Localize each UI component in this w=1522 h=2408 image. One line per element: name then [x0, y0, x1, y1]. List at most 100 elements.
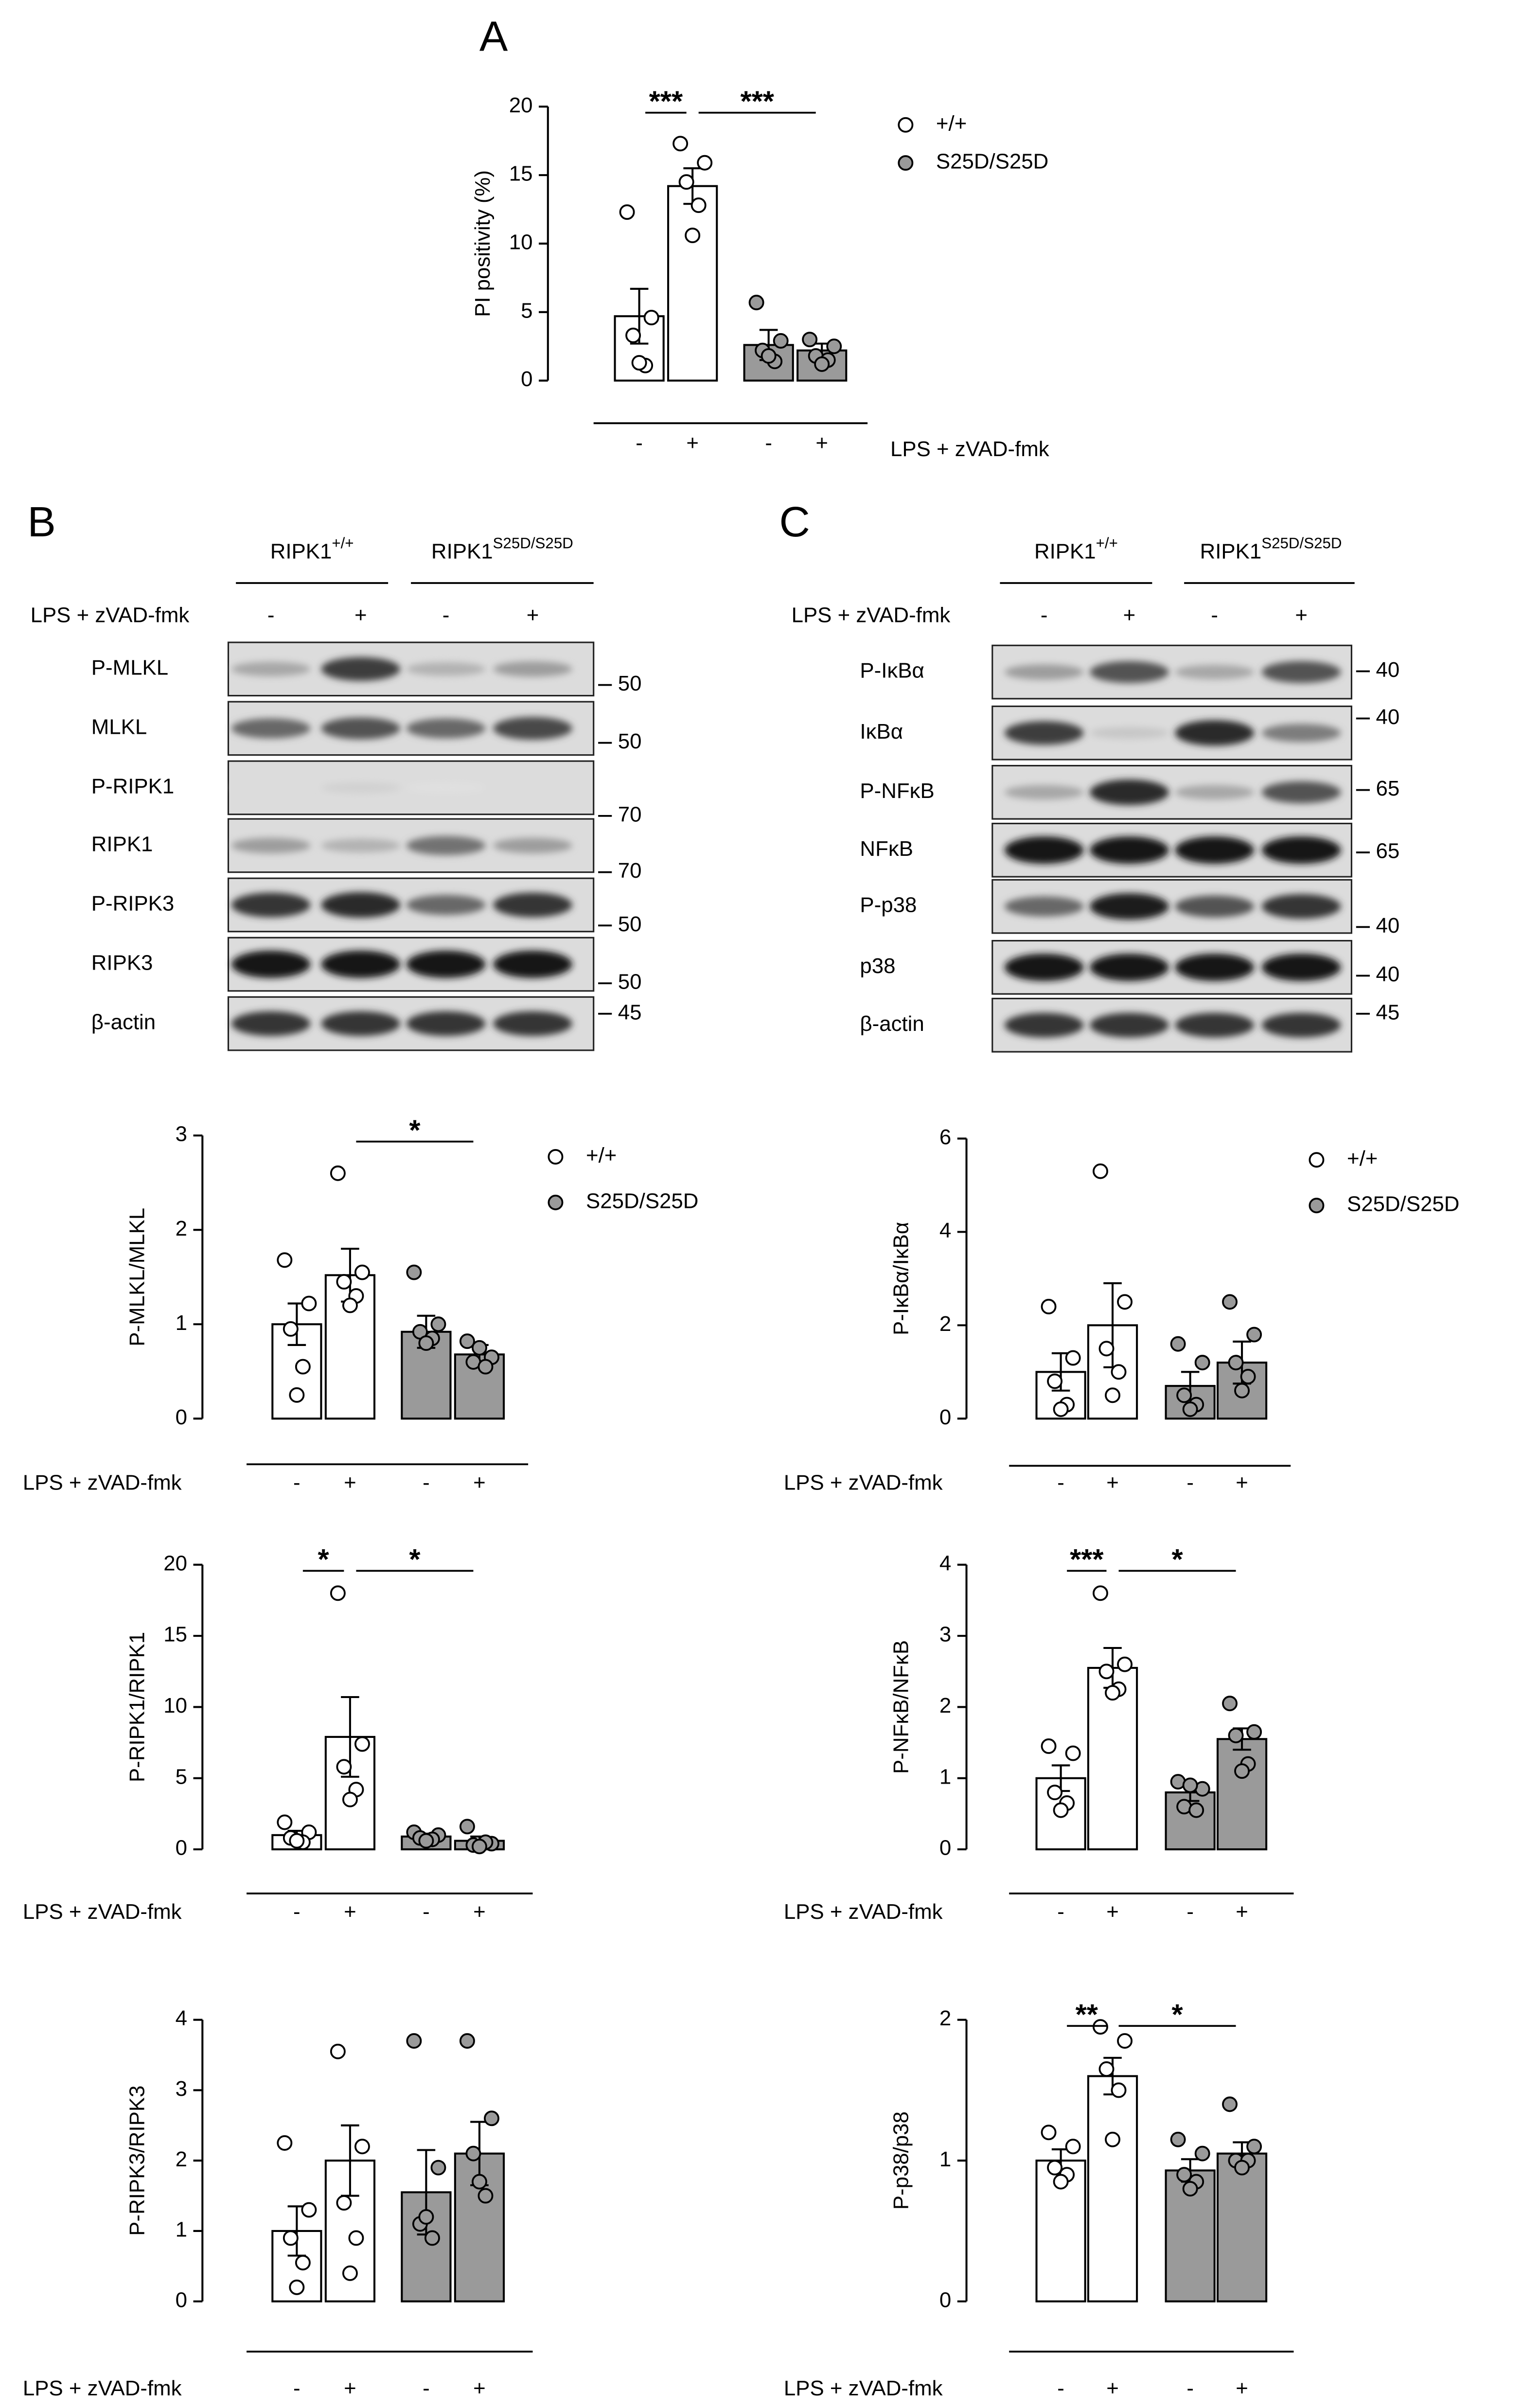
mw-marker: 40: [1376, 658, 1400, 682]
data-point: [1053, 1401, 1069, 1417]
data-point: [1093, 2019, 1108, 2035]
data-point: [471, 2174, 487, 2190]
data-point: [342, 2265, 358, 2281]
y-axis-label: P-IκBα/IκBα: [889, 1222, 913, 1335]
x-tick-label: -: [1186, 2376, 1194, 2400]
y-tick-label: 10: [163, 1694, 187, 1717]
blot-row-label: P-NFκB: [860, 779, 934, 803]
data-point: [1053, 2174, 1069, 2190]
x-tick-label: -: [423, 1900, 430, 1924]
data-point: [1098, 1664, 1115, 1680]
x-tick-label: +: [473, 1470, 486, 1494]
mw-marker: 50: [618, 912, 642, 936]
data-point: [336, 1274, 352, 1290]
blot-band: [1175, 1012, 1255, 1038]
mw-marker: 50: [618, 729, 642, 753]
data-point: [1176, 2167, 1192, 2183]
data-point: [1065, 1350, 1081, 1366]
blot-band: [231, 950, 311, 978]
data-point: [1093, 1585, 1108, 1601]
data-point: [459, 1819, 475, 1835]
data-point: [690, 197, 707, 213]
data-point: [1041, 1738, 1057, 1754]
x-tick-label: +: [473, 1900, 486, 1924]
data-point: [301, 2202, 317, 2218]
x-axis-label: LPS + zVAD-fmk: [890, 437, 1049, 461]
blot-row-label: P-IκBα: [860, 659, 924, 683]
treatment-sign: +: [527, 603, 539, 627]
x-tick-label: +: [1236, 1900, 1248, 1924]
blot-band: [1004, 1012, 1084, 1038]
blot-band: [231, 718, 311, 739]
blot-band: [321, 1011, 401, 1036]
x-tick-label: +: [1106, 2376, 1119, 2400]
data-point: [643, 310, 659, 326]
data-point: [484, 2110, 499, 2126]
data-point: [330, 1585, 346, 1601]
blot-band: [231, 1011, 311, 1036]
blot-band: [321, 782, 401, 794]
data-point: [1098, 2061, 1115, 2077]
x-tick-label: -: [1186, 1470, 1194, 1494]
data-point: [1222, 2096, 1238, 2112]
blot-row-label: p38: [860, 954, 895, 978]
legend-marker: [1309, 1198, 1325, 1214]
blot-band: [321, 838, 401, 852]
data-point: [283, 1321, 299, 1337]
blot-row-label: P-RIPK3: [91, 892, 174, 916]
treatment-sign: +: [354, 603, 367, 627]
x-axis-label: LPS + zVAD-fmk: [23, 2376, 182, 2400]
mw-marker: 45: [618, 1000, 642, 1024]
data-point: [678, 174, 694, 190]
blot-row-label: β-actin: [91, 1010, 156, 1034]
panel-letter: A: [479, 13, 508, 60]
y-tick-label: 2: [939, 2006, 951, 2030]
treatment-sign: +: [1295, 603, 1308, 627]
mw-marker: 40: [1376, 962, 1400, 986]
data-point: [1222, 1696, 1238, 1712]
data-point: [471, 1839, 487, 1855]
data-point: [354, 2139, 370, 2155]
mw-marker: 40: [1376, 914, 1400, 938]
significance-label: *: [409, 1114, 421, 1147]
y-tick-label: 20: [163, 1551, 187, 1575]
data-point: [277, 1814, 293, 1830]
blot-band: [1090, 779, 1169, 805]
x-tick-label: -: [423, 1470, 430, 1494]
y-axis-label: P-MLKL/MLKL: [125, 1208, 149, 1346]
x-tick-label: +: [344, 1470, 356, 1494]
significance-label: ***: [1070, 1543, 1104, 1576]
y-tick-label: 5: [176, 1765, 187, 1788]
legend-marker: [898, 117, 914, 133]
data-point: [406, 2033, 422, 2049]
x-tick-label: +: [344, 1900, 356, 1924]
header-sup: +/+: [332, 534, 354, 551]
data-point: [1065, 1745, 1081, 1761]
y-tick-label: 3: [939, 1623, 951, 1647]
mw-marker: 70: [618, 802, 642, 826]
y-tick-label: 2: [939, 1312, 951, 1336]
data-point: [295, 1359, 311, 1375]
data-point: [295, 2255, 311, 2271]
y-tick-label: 4: [176, 2006, 187, 2030]
data-point: [354, 1264, 370, 1280]
data-point: [330, 2043, 346, 2059]
bar: [1216, 1738, 1268, 1851]
data-point: [289, 1387, 305, 1403]
lane-group-header: RIPK1+/+: [1034, 534, 1118, 563]
y-tick-label: 2: [176, 2147, 187, 2171]
data-point: [1228, 1355, 1244, 1371]
blot-band: [231, 892, 311, 918]
treatment-sign: -: [1041, 603, 1048, 627]
blot-band: [1004, 896, 1084, 917]
blot-band: [1004, 664, 1084, 680]
blot-band: [321, 717, 401, 740]
x-tick-label: -: [293, 1470, 301, 1494]
data-point: [619, 204, 635, 220]
data-point: [1188, 1802, 1204, 1818]
y-axis-label: P-p38/p38: [889, 2111, 913, 2210]
x-axis-label: LPS + zVAD-fmk: [784, 1470, 943, 1494]
blot-band: [493, 717, 572, 740]
data-point: [1246, 1327, 1262, 1343]
blot-band: [406, 950, 486, 978]
